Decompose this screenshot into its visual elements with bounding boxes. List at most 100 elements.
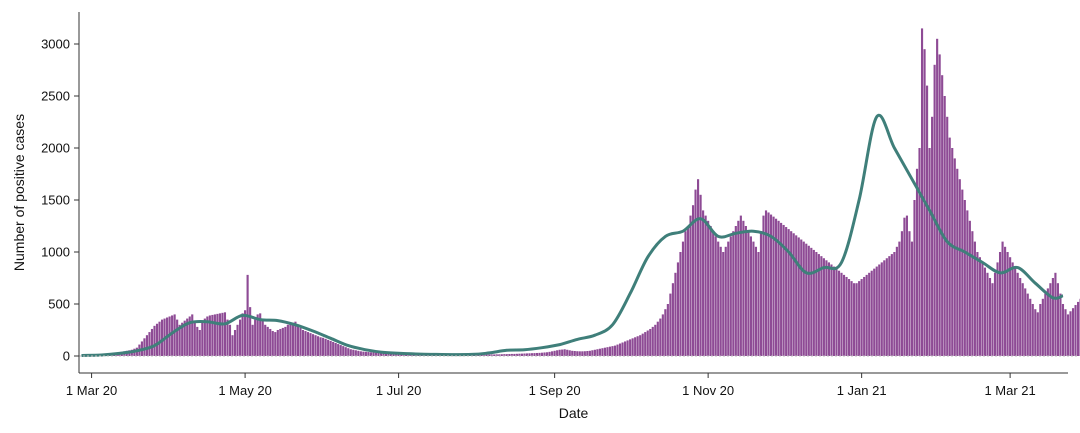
case-bar bbox=[384, 353, 388, 356]
case-bar bbox=[505, 354, 508, 356]
case-bar bbox=[317, 336, 320, 356]
case-bar bbox=[719, 246, 722, 356]
case-bar bbox=[568, 350, 571, 356]
case-bar bbox=[759, 231, 763, 356]
case-bar bbox=[601, 348, 604, 356]
case-bar bbox=[616, 344, 619, 356]
y-tick-label: 0 bbox=[63, 349, 70, 364]
case-bar bbox=[213, 314, 216, 356]
case-bar bbox=[201, 322, 204, 356]
case-bar bbox=[943, 96, 946, 356]
case-bar bbox=[918, 148, 921, 356]
case-bar bbox=[1071, 308, 1075, 356]
case-bar bbox=[503, 354, 506, 356]
case-bar bbox=[646, 330, 649, 356]
case-bar bbox=[571, 350, 574, 356]
case-bar bbox=[739, 215, 742, 356]
case-bar bbox=[311, 334, 315, 356]
case-bar bbox=[845, 276, 848, 356]
case-bar bbox=[679, 252, 682, 356]
case-bar bbox=[618, 343, 622, 356]
case-bar bbox=[963, 200, 966, 356]
case-bar bbox=[764, 210, 768, 356]
case-bar bbox=[613, 345, 617, 356]
case-bar bbox=[621, 342, 624, 356]
case-bar bbox=[261, 319, 264, 356]
case-bar bbox=[500, 354, 503, 356]
case-bar bbox=[732, 231, 735, 356]
case-bar bbox=[249, 307, 252, 356]
case-bar bbox=[1014, 267, 1017, 356]
case-bar bbox=[264, 324, 267, 356]
case-bar bbox=[364, 351, 367, 356]
case-bar bbox=[485, 354, 488, 356]
case-bar bbox=[150, 328, 154, 356]
case-bar bbox=[1001, 241, 1004, 356]
case-bar bbox=[238, 319, 242, 356]
case-bar bbox=[714, 236, 717, 356]
case-bar bbox=[1039, 304, 1042, 356]
case-bar bbox=[1034, 309, 1037, 356]
case-bar bbox=[825, 260, 828, 356]
case-bar bbox=[488, 354, 491, 356]
case-bar bbox=[1036, 312, 1039, 356]
case-bar bbox=[812, 249, 815, 356]
y-axis-title: Number of positive cases bbox=[11, 114, 27, 271]
case-bar bbox=[538, 352, 541, 356]
case-bar bbox=[674, 272, 677, 356]
case-bar bbox=[203, 318, 206, 356]
case-bar bbox=[749, 236, 752, 356]
case-bar bbox=[669, 293, 672, 356]
case-bar bbox=[996, 262, 999, 356]
case-bar bbox=[941, 75, 944, 356]
case-bar bbox=[686, 226, 690, 356]
trend-line bbox=[81, 113, 1064, 357]
bar-series bbox=[80, 28, 1080, 357]
case-bar bbox=[271, 331, 274, 356]
case-bar bbox=[490, 354, 493, 356]
case-bar bbox=[629, 339, 632, 356]
case-bar bbox=[586, 351, 589, 356]
case-bar bbox=[651, 326, 654, 356]
case-bar bbox=[548, 351, 551, 356]
y-tick-label: 3000 bbox=[41, 37, 70, 52]
case-bar bbox=[251, 324, 254, 356]
case-bar bbox=[576, 351, 579, 356]
case-bar bbox=[546, 352, 549, 356]
case-bar bbox=[842, 274, 846, 356]
case-bar bbox=[772, 216, 775, 356]
case-bar bbox=[1061, 304, 1065, 356]
case-bar bbox=[684, 231, 687, 356]
case-bar bbox=[694, 189, 697, 356]
case-bar bbox=[1019, 278, 1022, 356]
case-bar bbox=[951, 148, 954, 356]
case-bar bbox=[631, 338, 634, 356]
case-bar bbox=[928, 148, 931, 356]
case-bar bbox=[1041, 298, 1044, 356]
case-bar bbox=[309, 333, 312, 356]
case-bar bbox=[953, 158, 956, 356]
case-bar bbox=[722, 252, 725, 356]
case-bar bbox=[659, 318, 662, 356]
case-bar bbox=[173, 314, 176, 356]
case-bar bbox=[573, 351, 576, 356]
case-bar bbox=[626, 340, 629, 356]
case-bar bbox=[805, 243, 808, 356]
x-axis-ticks: 1 Mar 20 1 May 20 1 Jul 20 1 Sep 20 1 Nov 20… bbox=[66, 373, 1036, 398]
case-bar bbox=[777, 220, 780, 356]
case-bar bbox=[727, 241, 730, 356]
case-bar bbox=[362, 351, 365, 356]
case-bar bbox=[709, 226, 712, 356]
case-bar bbox=[807, 245, 810, 356]
case-bar bbox=[998, 252, 1002, 356]
case-bar bbox=[369, 352, 372, 356]
case-bar bbox=[558, 349, 561, 356]
case-bar bbox=[518, 353, 521, 356]
case-bar bbox=[382, 353, 385, 356]
case-bar bbox=[1054, 272, 1057, 356]
case-bar bbox=[988, 278, 992, 356]
case-bar bbox=[815, 252, 818, 356]
case-bar bbox=[178, 324, 181, 356]
y-tick-label: 2500 bbox=[41, 89, 70, 104]
case-bar bbox=[379, 352, 383, 356]
